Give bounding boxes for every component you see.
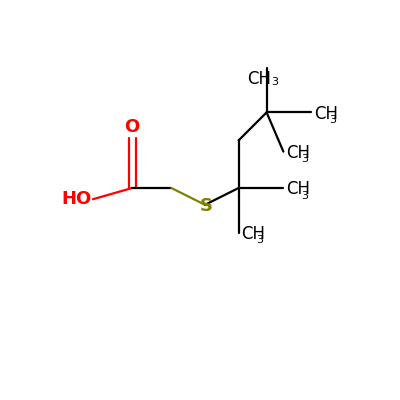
Text: CH: CH xyxy=(314,105,338,123)
Text: CH: CH xyxy=(248,70,272,88)
Text: CH: CH xyxy=(286,144,310,162)
Text: HO: HO xyxy=(61,190,92,208)
Text: S: S xyxy=(200,197,213,215)
Text: CH: CH xyxy=(241,225,265,243)
Text: 3: 3 xyxy=(301,154,308,164)
Text: 3: 3 xyxy=(301,190,308,200)
Text: CH: CH xyxy=(286,180,310,198)
Text: O: O xyxy=(124,118,140,136)
Text: 3: 3 xyxy=(272,76,278,86)
Text: 3: 3 xyxy=(256,235,263,245)
Text: 3: 3 xyxy=(329,115,336,125)
